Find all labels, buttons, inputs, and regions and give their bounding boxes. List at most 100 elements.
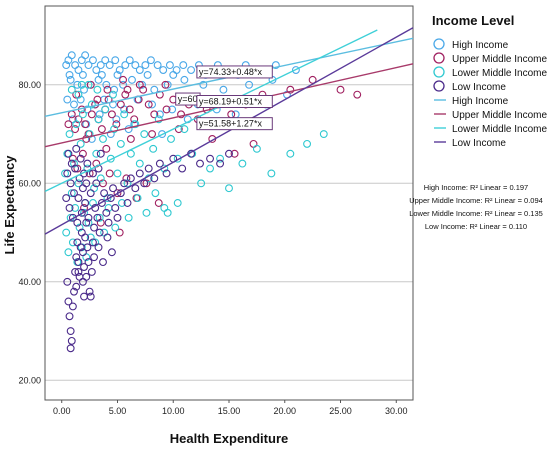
data-point <box>72 282 81 291</box>
data-point <box>172 66 181 74</box>
data-point <box>187 66 196 74</box>
data-point <box>86 233 95 242</box>
data-point <box>140 130 149 139</box>
data-point <box>115 228 124 237</box>
fit-lines <box>44 27 414 235</box>
equation-box <box>196 117 273 131</box>
data-point <box>286 149 295 158</box>
data-point <box>162 169 171 178</box>
r2-label: High Income: R² Linear = 0.197 <box>424 183 528 192</box>
data-point <box>72 120 81 129</box>
legend-label: Lower Middle Income <box>452 124 547 135</box>
data-point <box>78 149 87 158</box>
data-point <box>80 263 88 271</box>
data-point <box>74 115 83 124</box>
data-point <box>96 174 105 183</box>
x-tick-label: 15.00 <box>218 406 241 416</box>
data-point <box>150 110 159 119</box>
data-point <box>65 130 74 139</box>
data-point <box>119 75 128 84</box>
data-point <box>112 115 121 124</box>
data-point <box>131 120 140 129</box>
data-point <box>180 125 189 134</box>
data-point <box>71 203 80 212</box>
y-axis-title: Life Expectancy <box>2 155 17 255</box>
data-point <box>126 135 135 143</box>
data-point <box>72 90 81 99</box>
data-point <box>104 218 113 227</box>
data-point <box>81 199 90 207</box>
data-point <box>62 228 71 237</box>
data-point <box>100 189 109 198</box>
data-point <box>63 169 72 178</box>
data-point <box>206 154 214 163</box>
data-point <box>173 199 182 207</box>
data-point <box>67 110 76 119</box>
data-point <box>87 268 96 276</box>
data-point <box>66 344 75 353</box>
data-point <box>87 110 96 119</box>
data-point <box>73 218 82 227</box>
data-point <box>112 120 121 129</box>
data-point <box>155 110 164 119</box>
data-point <box>199 80 208 89</box>
data-point <box>150 174 159 183</box>
legend-marker <box>433 66 445 78</box>
data-point <box>76 154 85 163</box>
data-point <box>74 90 83 99</box>
data-point <box>206 164 214 173</box>
data-point <box>85 287 94 296</box>
legend: Income Level High Income Upper Middle Inc… <box>432 13 547 149</box>
data-point <box>94 243 103 252</box>
data-point <box>97 199 106 207</box>
data-point <box>93 213 102 222</box>
data-point <box>111 203 120 212</box>
y-tick-label: 80.00 <box>18 80 41 90</box>
data-point <box>73 80 82 89</box>
data-point <box>80 203 88 212</box>
data-point <box>99 135 107 143</box>
data-point <box>168 105 177 114</box>
data-point <box>336 85 345 94</box>
data-point <box>97 70 106 79</box>
data-point <box>85 130 94 139</box>
data-point <box>101 105 110 114</box>
data-point <box>135 80 144 89</box>
data-point <box>353 90 362 99</box>
data-point <box>179 61 188 70</box>
data-point <box>94 115 103 124</box>
data-point <box>66 75 75 84</box>
data-point <box>106 154 115 163</box>
data-point <box>149 144 158 153</box>
data-point <box>62 61 71 70</box>
equation-label: y=74.33+0.48*x <box>196 65 273 79</box>
data-point <box>216 159 225 168</box>
legend-label: Lower Middle Income <box>452 68 547 79</box>
data-point <box>143 70 152 79</box>
data-point <box>115 66 124 74</box>
data-point <box>83 159 92 168</box>
data-point <box>89 199 97 207</box>
series-lower-middle-income <box>61 80 328 267</box>
data-point <box>84 218 93 227</box>
data-point <box>102 80 111 89</box>
data-point <box>64 248 73 257</box>
data-point <box>130 115 139 124</box>
data-point <box>68 154 77 163</box>
r2-label: Lower Middle Income: R² Linear = 0.135 <box>409 209 543 218</box>
data-point <box>103 85 112 94</box>
data-point <box>74 268 83 276</box>
data-point <box>89 238 97 247</box>
data-point <box>96 61 105 70</box>
x-tick-label: 10.00 <box>162 406 185 416</box>
data-point <box>110 125 119 134</box>
data-point <box>120 179 129 188</box>
legend-marker <box>433 80 445 92</box>
data-point <box>67 336 76 345</box>
data-point <box>93 85 102 94</box>
equation-box <box>196 65 273 79</box>
data-point <box>125 105 134 114</box>
data-point <box>303 139 312 148</box>
data-point <box>84 213 93 222</box>
